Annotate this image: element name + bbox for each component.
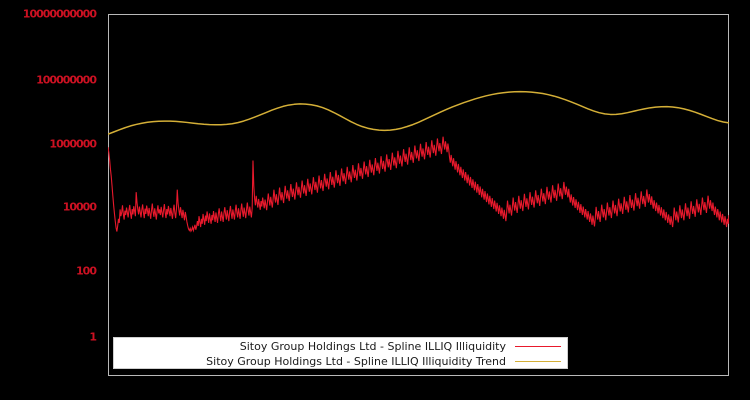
legend-label-illiquidity: Sitoy Group Holdings Ltd - Spline ILLIQ … bbox=[239, 340, 506, 353]
ytick-label: 10000000000 bbox=[22, 7, 97, 21]
ytick-label: 1 bbox=[89, 330, 97, 344]
legend-swatch-trend bbox=[515, 361, 561, 362]
ytick-label: 10000 bbox=[62, 200, 97, 214]
plot-frame bbox=[108, 14, 729, 376]
legend-label-trend: Sitoy Group Holdings Ltd - Spline ILLIQ … bbox=[206, 355, 506, 368]
legend-swatch-illiquidity bbox=[515, 346, 561, 347]
ytick-label: 1000000 bbox=[49, 137, 97, 151]
ytick-label: 100 bbox=[76, 264, 97, 278]
ytick-label: 100000000 bbox=[36, 73, 97, 87]
legend-entry-trend: Sitoy Group Holdings Ltd - Spline ILLIQ … bbox=[114, 354, 561, 369]
trend-line bbox=[108, 90, 729, 135]
plot-area bbox=[108, 90, 729, 233]
illiquidity-line bbox=[108, 136, 729, 233]
legend-entry-illiquidity: Sitoy Group Holdings Ltd - Spline ILLIQ … bbox=[114, 339, 561, 354]
chart-legend: Sitoy Group Holdings Ltd - Spline ILLIQ … bbox=[113, 337, 568, 369]
